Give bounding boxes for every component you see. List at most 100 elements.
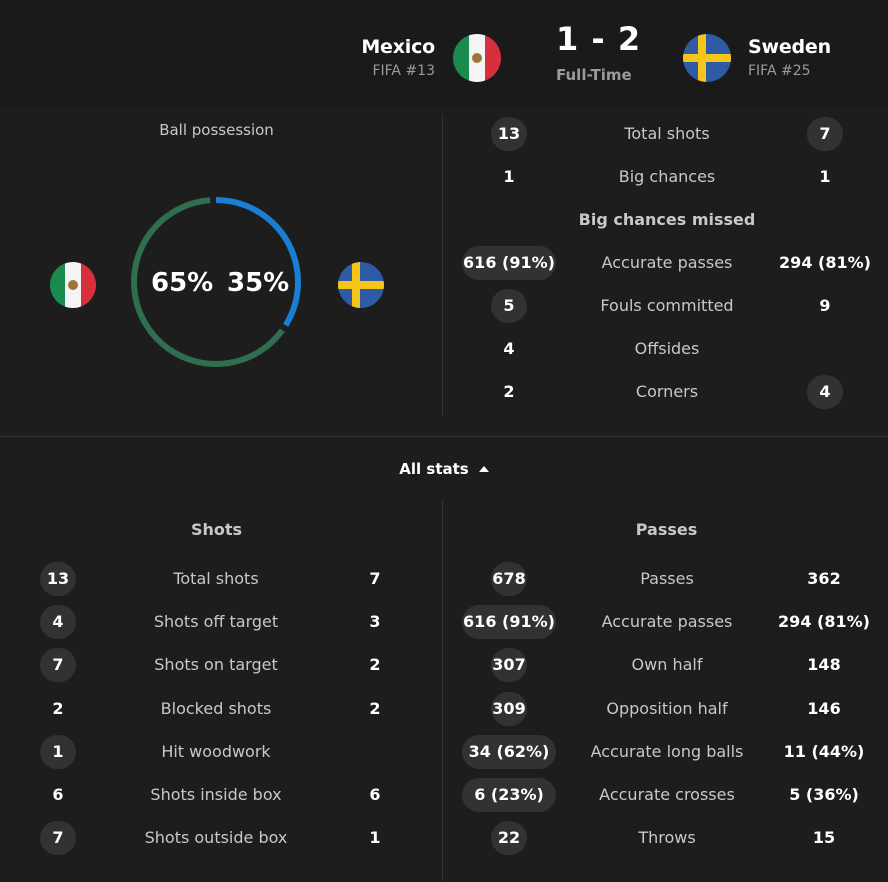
home-stat-value: 616 (91%) [462,605,556,640]
mexico-flag-icon[interactable] [453,34,501,82]
stat-row: 309 Opposition half 146 [445,691,888,726]
home-stat-value: 6 [52,785,64,804]
away-stat-value: 1 [369,828,381,848]
stat-label: Accurate long balls [590,741,744,761]
away-stat-value: 6 [369,785,381,804]
home-team-name[interactable]: Mexico [361,36,435,58]
home-stat-value: 4 [503,339,515,358]
stat-row: 1 Big chances 1 [445,160,888,194]
away-stat-value: 2 [369,698,381,718]
home-stat-value: 678 [491,562,527,596]
home-stat-value: 4 [40,605,76,640]
stat-label: Total shots [173,569,259,588]
away-stat-value: 3 [369,612,381,632]
mexico-flag-icon [50,262,96,308]
top-divider [442,114,443,416]
sweden-flag-icon [338,262,384,308]
stat-row: 34 (62%) Accurate long balls 11 (44%) [445,734,888,769]
away-stat-value: 294 (81%) [778,612,870,632]
passes-title: Passes [635,520,698,539]
possession-away-value: 35% [227,268,290,298]
home-stat-value: 2 [52,698,64,718]
possession-arc-home [131,197,301,367]
stat-row: 6 Shots inside box 6 [0,778,433,812]
stat-row: 616 (91%) Accurate passes 294 (81%) [445,246,888,280]
stat-label: Shots on target [154,655,278,675]
away-stat-value: 4 [807,375,843,409]
stat-label: Hit woodwork [161,741,271,761]
away-stat-value [807,203,843,237]
stat-label: Big chances [618,167,716,186]
stat-row: 22 Throws 15 [445,821,888,856]
stat-label: Corners [635,382,699,401]
stat-label: Accurate crosses [599,785,735,804]
home-stat-value: 34 (62%) [462,734,556,769]
away-stat-value: 11 (44%) [783,741,865,761]
away-stat-value: 294 (81%) [779,253,871,272]
stat-row: 5 Fouls committed 9 [445,289,888,323]
stat-label: Shots outside box [144,828,288,848]
home-team-rank: FIFA #13 [372,63,435,79]
stat-row: Big chances missed [445,203,888,237]
home-stat-value: 1 [40,734,76,769]
stat-row: 2 Blocked shots 2 [0,692,433,726]
stat-label: Accurate passes [601,612,733,632]
away-stat-value: 7 [807,117,843,151]
shots-title: Shots [190,520,243,539]
stat-label: Accurate passes [601,253,733,272]
home-stat-value: 7 [40,821,76,856]
stat-label: Big chances missed [578,210,756,229]
stat-row: 13 Total shots 7 [445,117,888,151]
away-stat-value: 146 [807,698,841,718]
home-stat-value: 5 [491,289,527,323]
home-stat-value [491,203,527,237]
home-stat-value: 309 [491,691,527,726]
stat-label: Shots off target [153,612,279,632]
home-stat-value: 6 (23%) [462,778,556,812]
home-stat-value: 307 [491,648,527,683]
stat-label: Throws [638,828,696,848]
stat-row: 307 Own half 148 [445,648,888,683]
home-stat-value: 2 [503,382,515,401]
stat-row: 616 (91%) Accurate passes 294 (81%) [445,605,888,640]
stat-label: Total shots [624,124,710,143]
stat-label: Blocked shots [160,698,272,718]
stat-label: Own half [631,655,703,675]
bottom-divider [442,500,443,882]
stat-row: 7 Shots outside box 1 [0,821,433,856]
possession-donut [131,197,301,367]
sweden-flag-icon[interactable] [683,34,731,82]
away-team-rank: FIFA #25 [748,63,811,79]
stat-row: 1 Hit woodwork [0,734,433,769]
away-stat-value [357,735,393,769]
away-stat-value: 1 [819,167,831,186]
stat-row: 13 Total shots 7 [0,562,433,596]
all-stats-label: All stats [399,460,469,478]
match-score: 1 - 2 [556,20,642,58]
home-stat-value: 13 [491,117,527,151]
stat-label: Passes [640,569,694,588]
away-stat-value: 9 [819,296,831,315]
home-stat-value: 7 [40,648,76,683]
caret-up-icon [478,466,489,472]
possession-home-value: 65% [151,268,214,298]
home-stat-value: 616 (91%) [462,246,556,280]
away-stat-value: 5 (36%) [789,785,859,804]
match-header: Mexico FIFA #13 1 - 2 Full-Time Sweden F… [0,0,888,108]
stat-row: 6 (23%) Accurate crosses 5 (36%) [445,778,888,812]
away-stat-value: 148 [807,655,841,675]
away-stat-value: 15 [812,828,836,848]
away-stat-value: 2 [369,655,381,675]
stat-label: Shots inside box [150,785,282,804]
away-team-name[interactable]: Sweden [748,36,831,58]
away-stat-value: 362 [807,569,841,588]
possession-title: Ball possession [159,121,274,139]
possession-arc-away [131,197,301,367]
stat-label: Offsides [634,339,700,358]
home-stat-value: 22 [491,821,527,856]
section-divider [0,436,888,437]
stat-row: 2 Corners 4 [445,375,888,409]
home-stat-value: 13 [40,562,76,596]
all-stats-toggle[interactable]: All stats [0,460,888,478]
stat-label: Opposition half [606,698,728,718]
